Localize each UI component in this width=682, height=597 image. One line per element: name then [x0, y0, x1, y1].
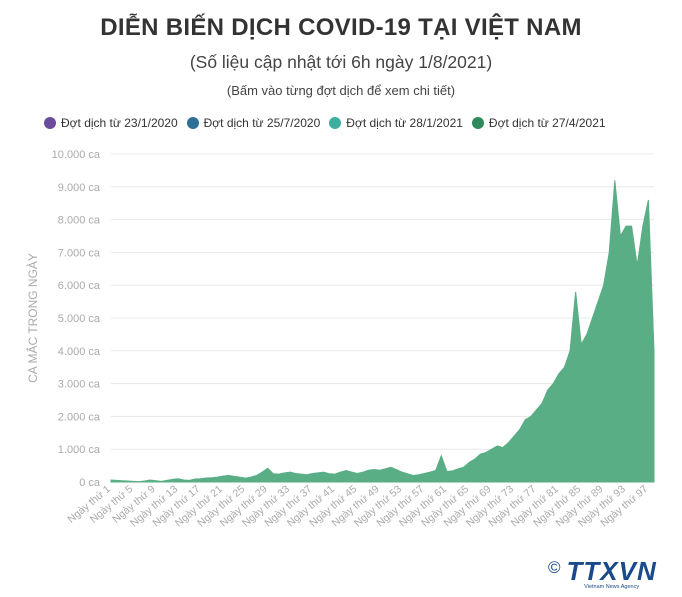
y-tick-label: 2.000 ca — [58, 411, 101, 423]
logo-name: TTXVN — [566, 556, 657, 586]
copyright-icon: © — [548, 558, 561, 577]
y-tick-label: 0 ca — [79, 477, 101, 489]
daily-cases-area[interactable] — [110, 180, 655, 483]
y-tick-label: 9.000 ca — [58, 182, 101, 194]
y-tick-label: 7.000 ca — [58, 247, 101, 259]
y-tick-label: 1.000 ca — [58, 444, 101, 456]
legend-label-wave-3: Đợt dịch từ 28/1/2021 — [346, 116, 463, 130]
legend-item-wave-1[interactable]: Đợt dịch từ 23/1/2020 — [44, 116, 178, 130]
legend-swatch-wave-1 — [44, 117, 56, 129]
ttxvn-logo: © TTXVN Vietnam News Agency — [548, 558, 657, 590]
legend-swatch-wave-2 — [186, 117, 199, 129]
y-tick-label: 6.000 ca — [58, 280, 101, 292]
logo-subtitle: Vietnam News Agency — [584, 584, 640, 590]
y-tick-label: 5.000 ca — [58, 313, 101, 325]
area-layer[interactable] — [110, 180, 655, 483]
legend: Đợt dịch từ 23/1/2020 Đợt dịch từ 25/7/2… — [44, 116, 606, 130]
legend-item-wave-2[interactable]: Đợt dịch từ 25/7/2020 — [186, 116, 321, 130]
y-tick-label: 8.000 ca — [58, 215, 101, 227]
logo-text: TTXVN Vietnam News Agency — [567, 558, 657, 590]
legend-label-wave-4: Đợt dịch từ 27/4/2021 — [488, 116, 606, 130]
y-tick-labels: 0 ca 1.000 ca 2.000 ca 3.000 ca 4.000 ca 5.00… — [52, 149, 101, 489]
y-tick-label: 4.000 ca — [58, 346, 101, 358]
legend-label-wave-2: Đợt dịch từ 25/7/2020 — [203, 116, 321, 130]
legend-item-wave-3[interactable]: Đợt dịch từ 28/1/2021 — [329, 116, 463, 130]
legend-item-wave-4[interactable]: Đợt dịch từ 27/4/2021 — [471, 116, 606, 130]
legend-label-wave-1: Đợt dịch từ 23/1/2020 — [61, 116, 178, 130]
y-tick-label: 10.000 ca — [52, 149, 101, 161]
chart-subtitle: (Số liệu cập nhật tới 6h ngày 1/8/2021) — [189, 52, 493, 72]
y-tick-label: 3.000 ca — [58, 379, 101, 391]
legend-swatch-wave-4 — [471, 117, 484, 129]
chart-title: DIỄN BIẾN DỊCH COVID-19 TẠI VIỆT NAM — [100, 14, 582, 41]
legend-swatch-wave-3 — [329, 117, 342, 129]
y-axis-label: CA MẮC TRONG NGÀY — [25, 253, 40, 383]
chart-hint: (Bấm vào từng đợt dịch để xem chi tiết) — [226, 83, 456, 98]
